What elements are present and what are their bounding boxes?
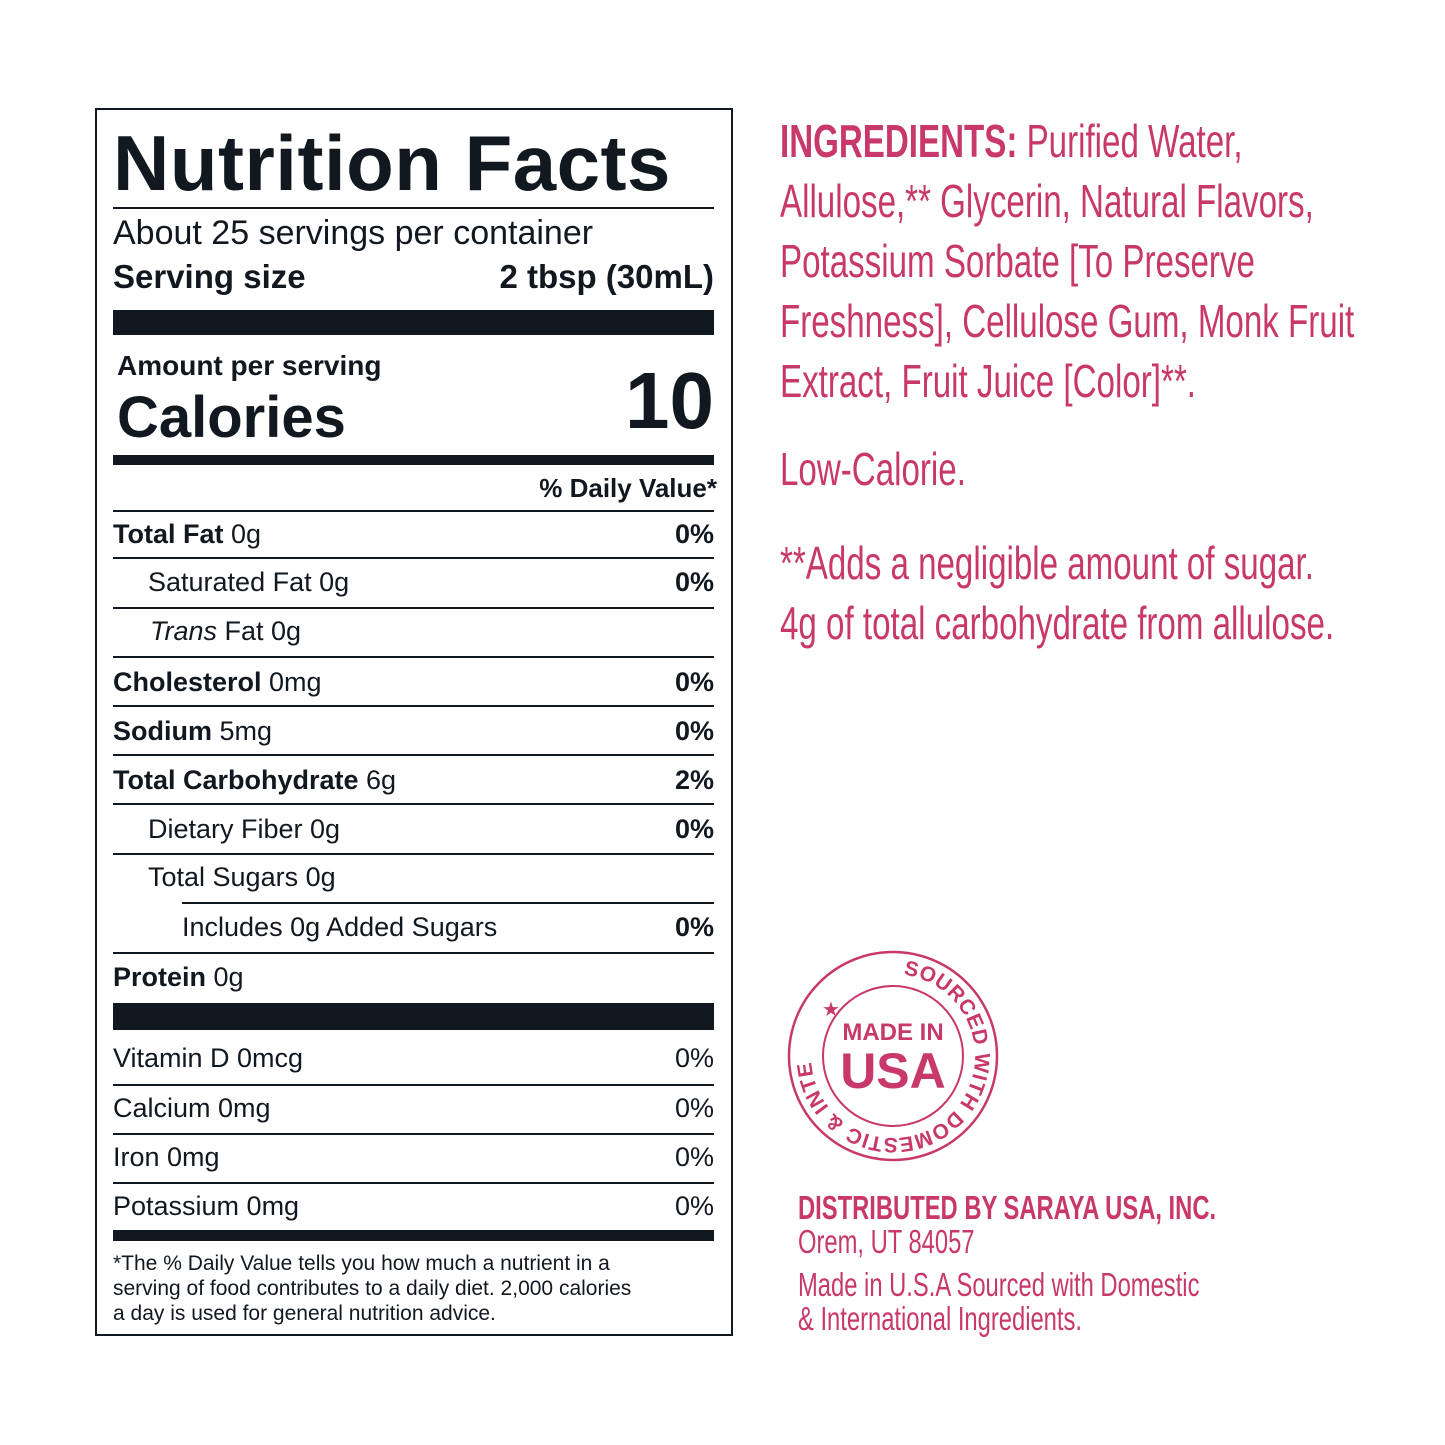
row-trans-fat: Trans Fat 0g — [150, 616, 302, 646]
thick-divider — [113, 310, 714, 335]
serving-size-label: Serving size — [113, 258, 306, 295]
calories-label: Calories — [117, 385, 346, 450]
row-total-fat: Total Fat 0g 0% — [113, 519, 714, 549]
nutrition-title: Nutrition Facts — [113, 119, 671, 207]
ingredients-line: Allulose,** Glycerin, Natural Flavors, — [780, 175, 1314, 227]
row-potassium: Potassium 0mg 0% — [113, 1191, 714, 1221]
seal-made-in: MADE IN — [842, 1019, 943, 1046]
row-saturated-fat: Saturated Fat 0g 0% — [148, 567, 714, 597]
calories-value: 10 — [625, 356, 714, 445]
row-calcium: Calcium 0mg 0% — [113, 1093, 714, 1123]
seal-usa: USA — [840, 1043, 946, 1099]
row-cholesterol: Cholesterol 0mg 0% — [113, 667, 714, 697]
distributor-name: DISTRIBUTED BY SARAYA USA, INC. — [798, 1189, 1217, 1226]
distributor-address: Orem, UT 84057 — [798, 1223, 975, 1260]
ingredients-line: Freshness], Cellulose Gum, Monk Fruit — [780, 295, 1355, 347]
ingredients-label: INGREDIENTS: — [780, 115, 1018, 167]
made-in-usa-seal: SOURCED WITH DOMESTIC & INTERNATIONAL IN… — [785, 948, 999, 1162]
row-added-sugars: Includes 0g Added Sugars 0% — [182, 912, 714, 942]
medium-divider — [113, 1230, 714, 1241]
thick-divider — [113, 1003, 714, 1030]
origin-statement: Made in U.S.A Sourced with Domestic — [798, 1266, 1200, 1303]
carbohydrate-note: 4g of total carbohydrate from allulose. — [780, 597, 1335, 649]
daily-value-footnote: *The % Daily Value tells you how much a … — [113, 1252, 632, 1325]
amount-per-serving: Amount per serving — [117, 350, 382, 381]
origin-statement: & International Ingredients. — [798, 1300, 1082, 1337]
ingredients-line: INGREDIENTS: Purified Water, — [780, 115, 1243, 167]
medium-divider — [113, 455, 714, 465]
row-total-carbohydrate: Total Carbohydrate 6g 2% — [113, 765, 714, 795]
daily-value-header: % Daily Value* — [539, 473, 717, 503]
row-iron: Iron 0mg 0% — [113, 1142, 714, 1172]
nutrition-facts-panel — [95, 108, 733, 1336]
row-protein: Protein 0g — [113, 962, 244, 992]
serving-size-value: 2 tbsp (30mL) — [499, 258, 714, 295]
sugar-note: **Adds a negligible amount of sugar. — [780, 537, 1314, 589]
row-total-sugars: Total Sugars 0g — [148, 862, 336, 892]
ingredients-line: Potassium Sorbate [To Preserve — [780, 235, 1255, 287]
low-calorie-claim: Low-Calorie. — [780, 443, 966, 495]
servings-per-container: About 25 servings per container — [113, 214, 594, 252]
ingredients-line: Extract, Fruit Juice [Color]**. — [780, 355, 1196, 407]
row-sodium: Sodium 5mg 0% — [113, 716, 714, 746]
row-vitamin-d: Vitamin D 0mcg 0% — [113, 1043, 714, 1073]
star-icon: ★ — [822, 999, 840, 1021]
row-dietary-fiber: Dietary Fiber 0g 0% — [148, 814, 714, 844]
